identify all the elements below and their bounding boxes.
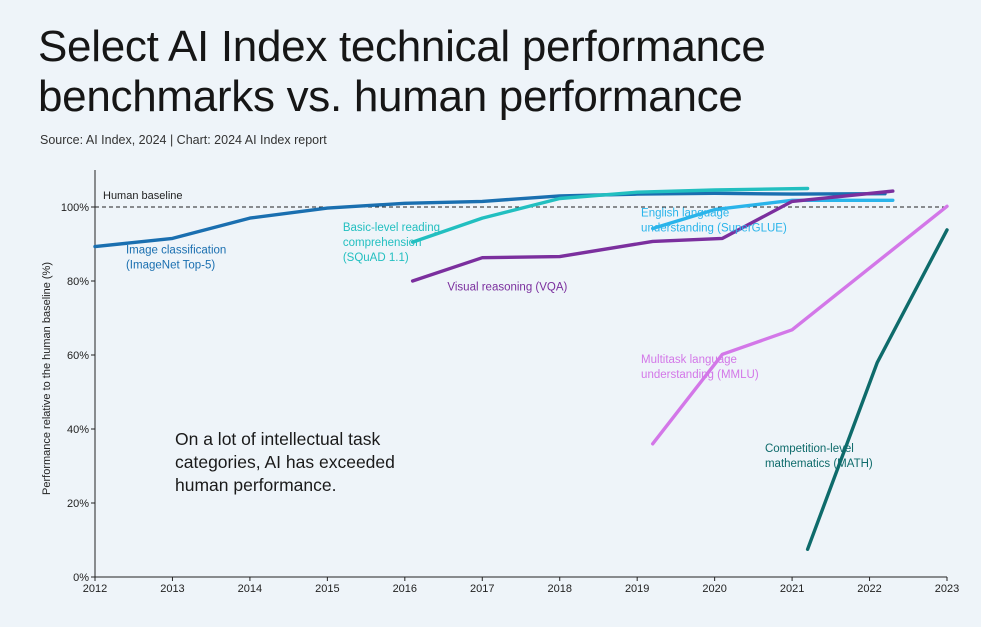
- series-label-3: Visual reasoning (VQA): [447, 282, 567, 294]
- series-label-line: Basic-level reading: [343, 222, 440, 234]
- series-label-line: Visual reasoning (VQA): [447, 282, 567, 294]
- x-tick-label: 2012: [83, 583, 107, 595]
- x-tick-label: 2013: [160, 583, 184, 595]
- series-label-5: Competition-level mathematics (MATH): [765, 443, 873, 470]
- x-tick-label: 2023: [935, 583, 959, 595]
- series-line-1: [410, 186, 810, 244]
- series-labels: Image classification (ImageNet Top-5) Basi…: [126, 207, 873, 470]
- x-tick-label: 2019: [625, 583, 649, 595]
- x-tick-label: 2022: [857, 583, 881, 595]
- human-baseline-label: Human baseline: [103, 190, 183, 202]
- y-tick-label: 100%: [61, 202, 89, 214]
- chart-title-line-1: Select AI Index technical performance: [38, 22, 766, 71]
- y-tick-label: 40%: [67, 424, 89, 436]
- y-tick-label: 0%: [73, 572, 89, 584]
- series-label-line: (ImageNet Top-5): [126, 259, 215, 271]
- x-tick-label: 2018: [547, 583, 571, 595]
- series-label-line: understanding (MMLU): [641, 369, 759, 381]
- series-label-0: Image classification (ImageNet Top-5): [126, 244, 226, 271]
- y-tick-label: 20%: [67, 498, 89, 510]
- series-line-2: [651, 198, 895, 231]
- series-line-4: [651, 204, 949, 446]
- annotation-line-2: categories, AI has exceeded: [175, 452, 395, 472]
- series-label-line: Competition-level: [765, 443, 854, 455]
- series-line-3: [410, 189, 895, 283]
- series-label-line: English language: [641, 207, 729, 219]
- series-label-line: (SQuAD 1.1): [343, 252, 409, 264]
- series-line-5: [805, 228, 949, 551]
- x-tick-label: 2020: [702, 583, 726, 595]
- y-axis-label: Performance relative to the human baseli…: [41, 262, 53, 495]
- series-label-1: Basic-level reading comprehension (SQuAD 1…: [343, 222, 440, 264]
- series-group: [93, 186, 949, 551]
- x-tick-label: 2017: [470, 583, 494, 595]
- series-label-4: Multitask language understanding (MMLU): [641, 354, 759, 381]
- series-line-0: [93, 191, 887, 249]
- series-label-line: understanding (SuperGLUE): [641, 222, 787, 234]
- chart-title-line-2: benchmarks vs. human performance: [38, 72, 743, 121]
- chart-title: Select AI Index technical performance be…: [38, 22, 968, 122]
- series-label-line: Image classification: [126, 244, 226, 256]
- annotation-line-1: On a lot of intellectual task: [175, 429, 381, 449]
- series-label-2: English language understanding (SuperGLUE…: [641, 207, 787, 234]
- axes: 0% 20% 40% 60% 80% 100% 2012 2013 2014 2015 2016 20…: [41, 170, 959, 595]
- chart-source: Source: AI Index, 2024 | Chart: 2024 AI …: [40, 133, 327, 147]
- x-tick-label: 2021: [780, 583, 804, 595]
- x-tick-label: 2014: [238, 583, 262, 595]
- series-label-line: mathematics (MATH): [765, 458, 873, 470]
- x-tick-label: 2015: [315, 583, 339, 595]
- y-tick-label: 60%: [67, 350, 89, 362]
- x-tick-label: 2016: [393, 583, 417, 595]
- series-label-line: comprehension: [343, 237, 422, 249]
- annotation-line-3: human performance.: [175, 475, 337, 495]
- chart-annotation: On a lot of intellectual task categories…: [175, 428, 395, 497]
- y-tick-label: 80%: [67, 276, 89, 288]
- series-label-line: Multitask language: [641, 354, 737, 366]
